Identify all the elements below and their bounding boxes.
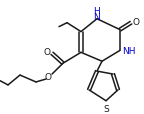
Text: NH: NH [122, 46, 136, 55]
Text: O: O [44, 72, 52, 81]
Text: S: S [103, 104, 109, 113]
Text: N: N [94, 13, 100, 22]
Text: H: H [94, 7, 100, 16]
Text: O: O [132, 18, 140, 27]
Text: O: O [43, 47, 51, 56]
